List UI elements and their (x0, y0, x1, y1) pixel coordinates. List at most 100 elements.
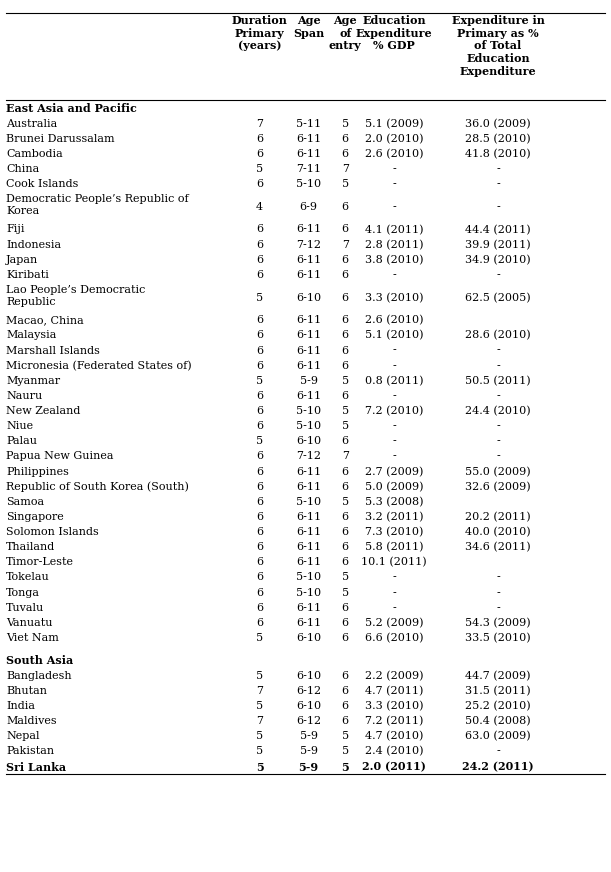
Text: Tonga: Tonga (6, 588, 40, 597)
Text: 32.6 (2009): 32.6 (2009) (465, 481, 531, 492)
Text: Lao People’s Democratic
Republic: Lao People’s Democratic Republic (6, 285, 145, 307)
Text: 40.0 (2010): 40.0 (2010) (465, 527, 531, 537)
Text: Bhutan: Bhutan (6, 686, 47, 696)
Text: 6-11: 6-11 (296, 481, 321, 492)
Text: 6: 6 (256, 421, 263, 431)
Text: Tuvalu: Tuvalu (6, 603, 45, 613)
Text: -: - (392, 588, 396, 597)
Text: 6: 6 (256, 527, 263, 537)
Text: 0.8 (2011): 0.8 (2011) (365, 376, 423, 386)
Text: Malaysia: Malaysia (6, 330, 56, 340)
Text: 6: 6 (342, 557, 349, 568)
Text: 6: 6 (256, 557, 263, 568)
Text: 5: 5 (342, 421, 349, 431)
Text: Papua New Guinea: Papua New Guinea (6, 452, 114, 461)
Text: 6-10: 6-10 (296, 293, 321, 303)
Text: 6-10: 6-10 (296, 633, 321, 643)
Text: 6-11: 6-11 (296, 527, 321, 537)
Text: Fiji: Fiji (6, 224, 24, 235)
Text: 33.5 (2010): 33.5 (2010) (465, 633, 531, 644)
Text: 5-10: 5-10 (296, 421, 321, 431)
Text: 6: 6 (256, 406, 263, 416)
Text: 6-11: 6-11 (296, 149, 321, 159)
Text: 5: 5 (256, 701, 263, 711)
Text: 6-11: 6-11 (296, 255, 321, 265)
Text: 6: 6 (256, 149, 263, 159)
Text: 6: 6 (342, 671, 349, 681)
Text: Indonesia: Indonesia (6, 240, 61, 249)
Text: 6: 6 (342, 293, 349, 303)
Text: 4: 4 (256, 201, 263, 212)
Text: Solomon Islands: Solomon Islands (6, 527, 99, 537)
Text: Pakistan: Pakistan (6, 746, 54, 756)
Text: 5-10: 5-10 (296, 406, 321, 416)
Text: Vanuatu: Vanuatu (6, 618, 53, 628)
Text: 6: 6 (342, 527, 349, 537)
Text: 5.1 (2009): 5.1 (2009) (365, 119, 423, 129)
Text: 6: 6 (256, 588, 263, 597)
Text: 2.4 (2010): 2.4 (2010) (365, 746, 423, 757)
Text: -: - (496, 269, 500, 280)
Text: 6: 6 (342, 481, 349, 492)
Text: -: - (496, 361, 500, 371)
Text: -: - (392, 164, 396, 174)
Text: 6: 6 (256, 542, 263, 552)
Text: 41.8 (2010): 41.8 (2010) (465, 149, 531, 160)
Text: Philippines: Philippines (6, 467, 69, 477)
Text: 6: 6 (342, 618, 349, 628)
Text: 6: 6 (256, 255, 263, 265)
Text: 5: 5 (342, 588, 349, 597)
Text: -: - (392, 269, 396, 280)
Text: 6: 6 (256, 603, 263, 613)
Text: 6: 6 (342, 345, 349, 356)
Text: 7: 7 (256, 716, 263, 726)
Text: 6-11: 6-11 (296, 603, 321, 613)
Text: -: - (392, 345, 396, 356)
Text: 6-11: 6-11 (296, 542, 321, 552)
Text: 2.0 (2010): 2.0 (2010) (365, 133, 423, 144)
Text: 6: 6 (342, 201, 349, 212)
Text: 55.0 (2009): 55.0 (2009) (465, 467, 531, 477)
Text: 5-10: 5-10 (296, 497, 321, 507)
Text: 6-11: 6-11 (296, 330, 321, 340)
Text: 24.2 (2011): 24.2 (2011) (462, 761, 534, 773)
Text: -: - (392, 201, 396, 212)
Text: 5: 5 (256, 293, 263, 303)
Text: 5.2 (2009): 5.2 (2009) (365, 618, 423, 628)
Text: 5: 5 (256, 376, 263, 385)
Text: 39.9 (2011): 39.9 (2011) (465, 240, 531, 250)
Text: 6-10: 6-10 (296, 701, 321, 711)
Text: Republic of South Korea (South): Republic of South Korea (South) (6, 481, 189, 493)
Text: 6-11: 6-11 (296, 224, 321, 235)
Text: Brunei Darussalam: Brunei Darussalam (6, 133, 115, 144)
Text: -: - (496, 179, 500, 189)
Text: 6: 6 (256, 133, 263, 144)
Text: Australia: Australia (6, 119, 57, 128)
Text: Cambodia: Cambodia (6, 149, 63, 159)
Text: 5.0 (2009): 5.0 (2009) (365, 481, 423, 492)
Text: 6: 6 (342, 330, 349, 340)
Text: 34.6 (2011): 34.6 (2011) (465, 542, 531, 553)
Text: -: - (496, 572, 500, 582)
Text: 5-10: 5-10 (296, 572, 321, 582)
Text: 6: 6 (342, 686, 349, 696)
Text: 2.6 (2010): 2.6 (2010) (365, 316, 423, 325)
Text: 6-11: 6-11 (296, 512, 321, 522)
Text: 5: 5 (342, 497, 349, 507)
Text: 50.4 (2008): 50.4 (2008) (465, 716, 531, 726)
Text: Maldives: Maldives (6, 716, 57, 726)
Text: 6: 6 (342, 269, 349, 280)
Text: 5-9: 5-9 (299, 376, 318, 385)
Text: 6: 6 (256, 269, 263, 280)
Text: 7: 7 (342, 452, 349, 461)
Text: Japan: Japan (6, 255, 38, 265)
Text: -: - (392, 452, 396, 461)
Text: Macao, China: Macao, China (6, 316, 84, 325)
Text: 5.1 (2010): 5.1 (2010) (365, 330, 423, 341)
Text: 3.3 (2010): 3.3 (2010) (365, 701, 423, 712)
Text: Age
Span: Age Span (293, 15, 324, 38)
Text: 25.2 (2010): 25.2 (2010) (465, 701, 531, 712)
Text: 63.0 (2009): 63.0 (2009) (465, 732, 531, 741)
Text: 6: 6 (256, 452, 263, 461)
Text: 6-12: 6-12 (296, 686, 321, 696)
